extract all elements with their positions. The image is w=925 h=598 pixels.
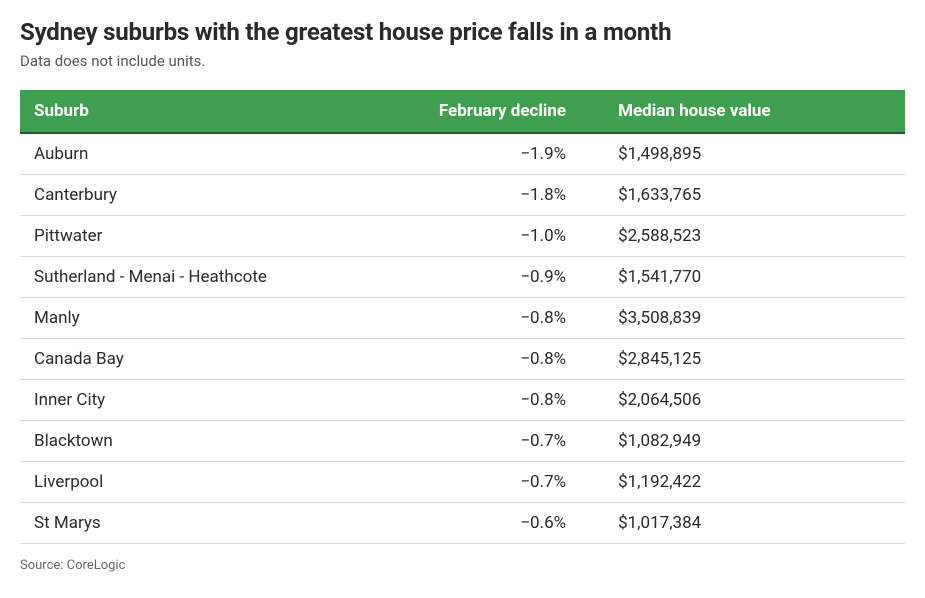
col-header-decline: February decline [409,90,604,133]
cell-decline: −0.6% [409,503,604,544]
table-row: Auburn−1.9%$1,498,895 [20,133,905,175]
cell-decline: −0.7% [409,421,604,462]
cell-median: $1,192,422 [604,462,905,503]
cell-median: $1,541,770 [604,257,905,298]
cell-median: $1,633,765 [604,175,905,216]
table-row: Inner City−0.8%$2,064,506 [20,380,905,421]
table-row: Blacktown−0.7%$1,082,949 [20,421,905,462]
cell-decline: −1.0% [409,216,604,257]
col-header-median: Median house value [604,90,905,133]
cell-suburb: Manly [20,298,409,339]
subtitle: Data does not include units. [20,52,905,70]
cell-suburb: Liverpool [20,462,409,503]
cell-decline: −0.8% [409,339,604,380]
cell-suburb: Inner City [20,380,409,421]
cell-decline: −1.8% [409,175,604,216]
cell-median: $1,498,895 [604,133,905,175]
cell-median: $1,082,949 [604,421,905,462]
cell-decline: −0.8% [409,298,604,339]
table-row: Canada Bay−0.8%$2,845,125 [20,339,905,380]
cell-median: $2,064,506 [604,380,905,421]
price-falls-table: Suburb February decline Median house val… [20,90,905,544]
col-header-suburb: Suburb [20,90,409,133]
cell-median: $3,508,839 [604,298,905,339]
table-body: Auburn−1.9%$1,498,895Canterbury−1.8%$1,6… [20,133,905,544]
table-row: Liverpool−0.7%$1,192,422 [20,462,905,503]
cell-decline: −0.7% [409,462,604,503]
cell-median: $2,588,523 [604,216,905,257]
table-row: Sutherland - Menai - Heathcote−0.9%$1,54… [20,257,905,298]
cell-decline: −0.8% [409,380,604,421]
cell-suburb: Blacktown [20,421,409,462]
table-row: Pittwater−1.0%$2,588,523 [20,216,905,257]
cell-suburb: St Marys [20,503,409,544]
cell-decline: −0.9% [409,257,604,298]
table-row: Canterbury−1.8%$1,633,765 [20,175,905,216]
cell-median: $2,845,125 [604,339,905,380]
cell-suburb: Canada Bay [20,339,409,380]
table-header: Suburb February decline Median house val… [20,90,905,133]
cell-suburb: Pittwater [20,216,409,257]
cell-median: $1,017,384 [604,503,905,544]
table-row: St Marys−0.6%$1,017,384 [20,503,905,544]
cell-suburb: Auburn [20,133,409,175]
source-attribution: Source: CoreLogic [20,558,905,573]
cell-suburb: Canterbury [20,175,409,216]
page-title: Sydney suburbs with the greatest house p… [20,18,905,46]
cell-decline: −1.9% [409,133,604,175]
table-row: Manly−0.8%$3,508,839 [20,298,905,339]
cell-suburb: Sutherland - Menai - Heathcote [20,257,409,298]
